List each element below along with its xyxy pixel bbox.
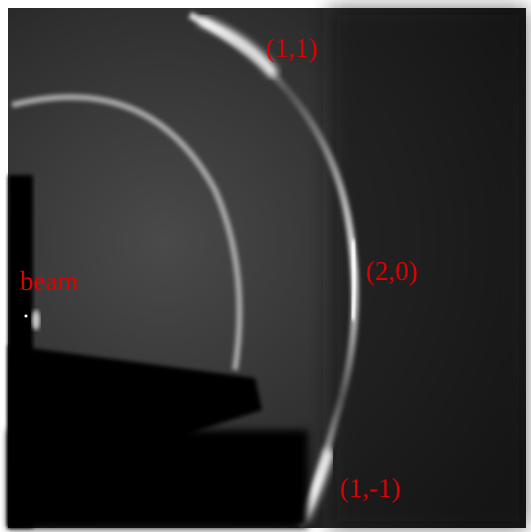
label: (1,1): [266, 33, 318, 63]
bottom-dark: [8, 430, 308, 528]
label: (1,-1): [340, 473, 401, 503]
label: (2,0): [366, 256, 418, 286]
label: beam: [20, 266, 78, 296]
spot-right: [352, 240, 355, 320]
beam-dot: [25, 315, 28, 318]
beam-spot: [32, 310, 40, 330]
diffraction-image: (1,1) (2,0) beam (1,-1): [0, 0, 531, 532]
shadow: [330, 8, 526, 528]
